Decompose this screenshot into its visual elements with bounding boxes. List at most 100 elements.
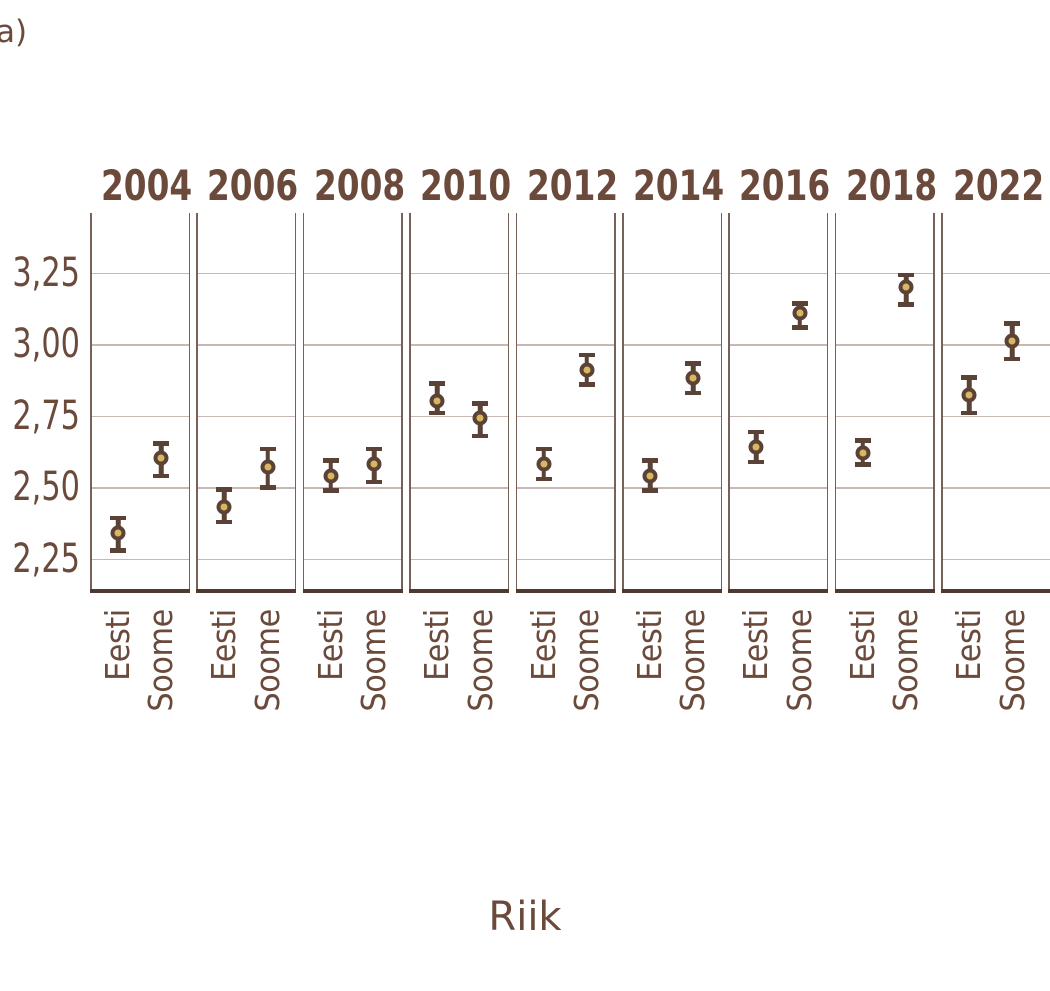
error-bar-cap-bottom bbox=[472, 433, 489, 439]
facet-header-2010: 2010 bbox=[420, 161, 512, 210]
x-tick-label-soome: Soome bbox=[673, 609, 713, 712]
point-eesti bbox=[429, 393, 445, 409]
panel-border-right bbox=[401, 213, 403, 589]
gridline-2,50 bbox=[409, 487, 510, 489]
gridline-2,50 bbox=[515, 487, 616, 489]
error-bar-cap-top bbox=[366, 446, 383, 452]
gridline-3,00 bbox=[834, 344, 935, 346]
panel-2016 bbox=[728, 213, 829, 593]
panel-border-right bbox=[507, 213, 510, 589]
x-axis-line bbox=[622, 589, 722, 593]
gridline-3,25 bbox=[728, 272, 829, 274]
panel-border-right bbox=[188, 213, 190, 589]
error-bar-cap-bottom bbox=[854, 462, 871, 467]
facet-header-2004: 2004 bbox=[101, 161, 193, 210]
point-soome bbox=[898, 279, 914, 295]
error-bar-cap-bottom bbox=[153, 473, 170, 479]
error-bar-cap-bottom bbox=[535, 476, 552, 482]
x-axis-line bbox=[302, 589, 403, 593]
gridline-2,25 bbox=[728, 558, 829, 560]
gridline-3,25 bbox=[196, 272, 297, 274]
error-bar-cap-top bbox=[535, 446, 552, 452]
point-soome bbox=[366, 456, 382, 472]
error-bar-cap-top bbox=[322, 458, 339, 463]
x-tick-label-eesti: Eesti bbox=[204, 609, 244, 681]
point-eesti bbox=[323, 468, 339, 484]
facet-header-2014: 2014 bbox=[633, 161, 725, 210]
error-bar-cap-bottom bbox=[898, 302, 915, 307]
panel-2008 bbox=[302, 213, 403, 593]
point-eesti bbox=[216, 499, 232, 515]
panel-border-left bbox=[941, 213, 943, 589]
facet-header-2022: 2022 bbox=[953, 161, 1045, 210]
x-axis-title: Riik bbox=[488, 894, 562, 940]
x-axis-line bbox=[515, 589, 616, 593]
gridline-3,25 bbox=[515, 272, 616, 274]
gridline-2,25 bbox=[941, 558, 1050, 560]
panel-border-right bbox=[933, 213, 935, 589]
error-bar-cap-top bbox=[216, 487, 233, 492]
point-eesti bbox=[855, 445, 871, 461]
y-tick-label-3,00: 3,00 bbox=[12, 321, 81, 367]
x-axis-line bbox=[728, 589, 829, 593]
facet-header-2008: 2008 bbox=[313, 161, 405, 210]
panel-border-left bbox=[622, 213, 624, 589]
error-bar-cap-bottom bbox=[429, 410, 446, 416]
x-tick-label-eesti: Eesti bbox=[310, 609, 350, 681]
gridline-3,25 bbox=[90, 272, 190, 274]
point-soome bbox=[792, 305, 808, 321]
error-bar-cap-top bbox=[110, 515, 126, 521]
error-bar-cap-bottom bbox=[322, 488, 339, 493]
subfigure-label: a) bbox=[0, 14, 28, 50]
facet-header-2012: 2012 bbox=[526, 161, 618, 210]
error-bar-cap-top bbox=[153, 441, 170, 446]
panel-border-right bbox=[826, 213, 829, 589]
panel-border-left bbox=[515, 213, 518, 589]
point-soome bbox=[1004, 333, 1020, 349]
gridline-3,25 bbox=[834, 272, 935, 274]
panel-2006 bbox=[196, 213, 297, 593]
x-axis-line bbox=[941, 589, 1050, 593]
panel-border-left bbox=[409, 213, 411, 589]
x-tick-label-soome: Soome bbox=[460, 609, 500, 712]
gridline-3,00 bbox=[728, 344, 829, 346]
gridline-3,00 bbox=[515, 344, 616, 346]
gridline-3,25 bbox=[302, 272, 403, 274]
error-bar-cap-top bbox=[259, 446, 276, 452]
panel-2022 bbox=[941, 213, 1050, 593]
gridline-3,00 bbox=[941, 344, 1050, 346]
panel-border-left bbox=[834, 213, 837, 589]
gridline-2,75 bbox=[728, 415, 829, 417]
point-eesti bbox=[110, 525, 126, 541]
error-bar-cap-bottom bbox=[110, 548, 126, 553]
facet-header-2006: 2006 bbox=[207, 161, 299, 210]
x-tick-label-eesti: Eesti bbox=[523, 609, 563, 681]
error-bar-cap-top bbox=[642, 458, 658, 463]
error-bar-cap-bottom bbox=[366, 479, 383, 485]
gridline-2,75 bbox=[515, 415, 616, 417]
y-tick-label-2,75: 2,75 bbox=[12, 392, 81, 439]
gridline-2,75 bbox=[302, 415, 403, 417]
error-bar-cap-bottom bbox=[748, 459, 765, 465]
x-tick-label-eesti: Eesti bbox=[417, 609, 457, 681]
y-tick-label-2,50: 2,50 bbox=[12, 464, 81, 510]
error-bar-cap-top bbox=[854, 438, 871, 443]
error-bar-cap-bottom bbox=[578, 382, 595, 387]
x-tick-label-soome: Soome bbox=[141, 609, 181, 712]
gridline-2,75 bbox=[834, 415, 935, 417]
gridline-2,50 bbox=[302, 487, 403, 489]
y-tick-label-2,25: 2,25 bbox=[12, 535, 81, 582]
x-tick-label-soome: Soome bbox=[247, 609, 287, 712]
gridline-3,00 bbox=[409, 344, 510, 346]
error-bar-cap-bottom bbox=[685, 390, 702, 396]
x-tick-label-soome: Soome bbox=[566, 609, 606, 712]
point-eesti bbox=[748, 439, 764, 455]
point-soome bbox=[260, 459, 276, 475]
gridline-2,75 bbox=[622, 415, 722, 417]
panel-border-right bbox=[720, 213, 722, 589]
x-tick-label-eesti: Eesti bbox=[736, 609, 776, 681]
gridline-2,25 bbox=[409, 558, 510, 560]
gridline-2,50 bbox=[728, 487, 829, 489]
panel-border-right bbox=[614, 213, 616, 589]
